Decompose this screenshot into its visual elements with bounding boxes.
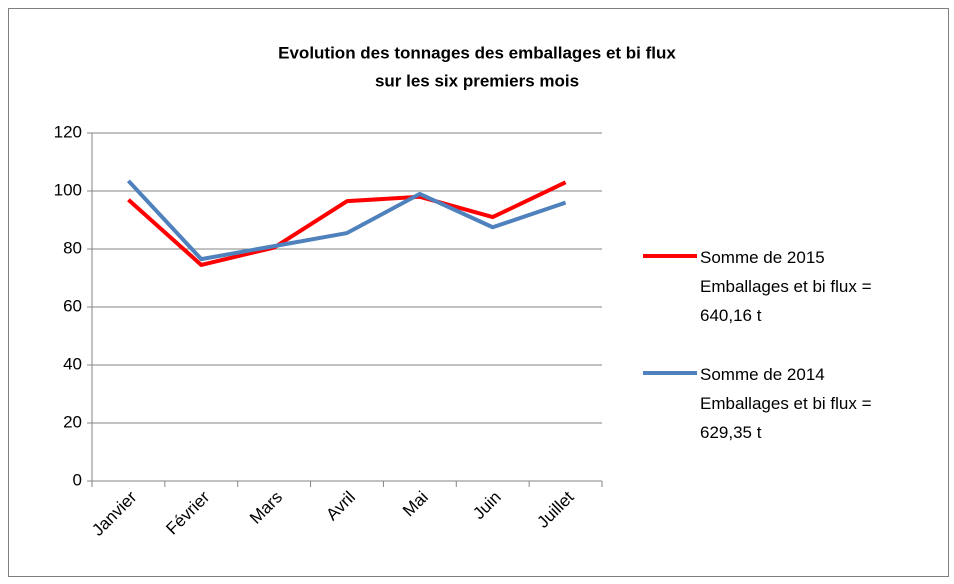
legend-label: Somme de 2015 Emballages et bi flux = 64… — [700, 248, 872, 325]
series-line — [127, 180, 567, 267]
chart-title: sur les six premiers mois — [375, 71, 579, 90]
series-line — [126, 179, 567, 262]
y-tick-label: 60 — [63, 296, 82, 315]
legend-label: Somme de 2014 Emballages et bi flux = 62… — [700, 365, 872, 442]
y-tick-label: 120 — [54, 122, 82, 141]
y-tick-label: 100 — [54, 180, 82, 199]
y-tick-label: 80 — [63, 238, 82, 257]
y-tick-label: 0 — [73, 470, 82, 489]
y-tick-label: 40 — [63, 354, 82, 373]
y-tick-label: 20 — [63, 412, 82, 431]
chart-title: Evolution des tonnages des emballages et… — [278, 43, 676, 62]
